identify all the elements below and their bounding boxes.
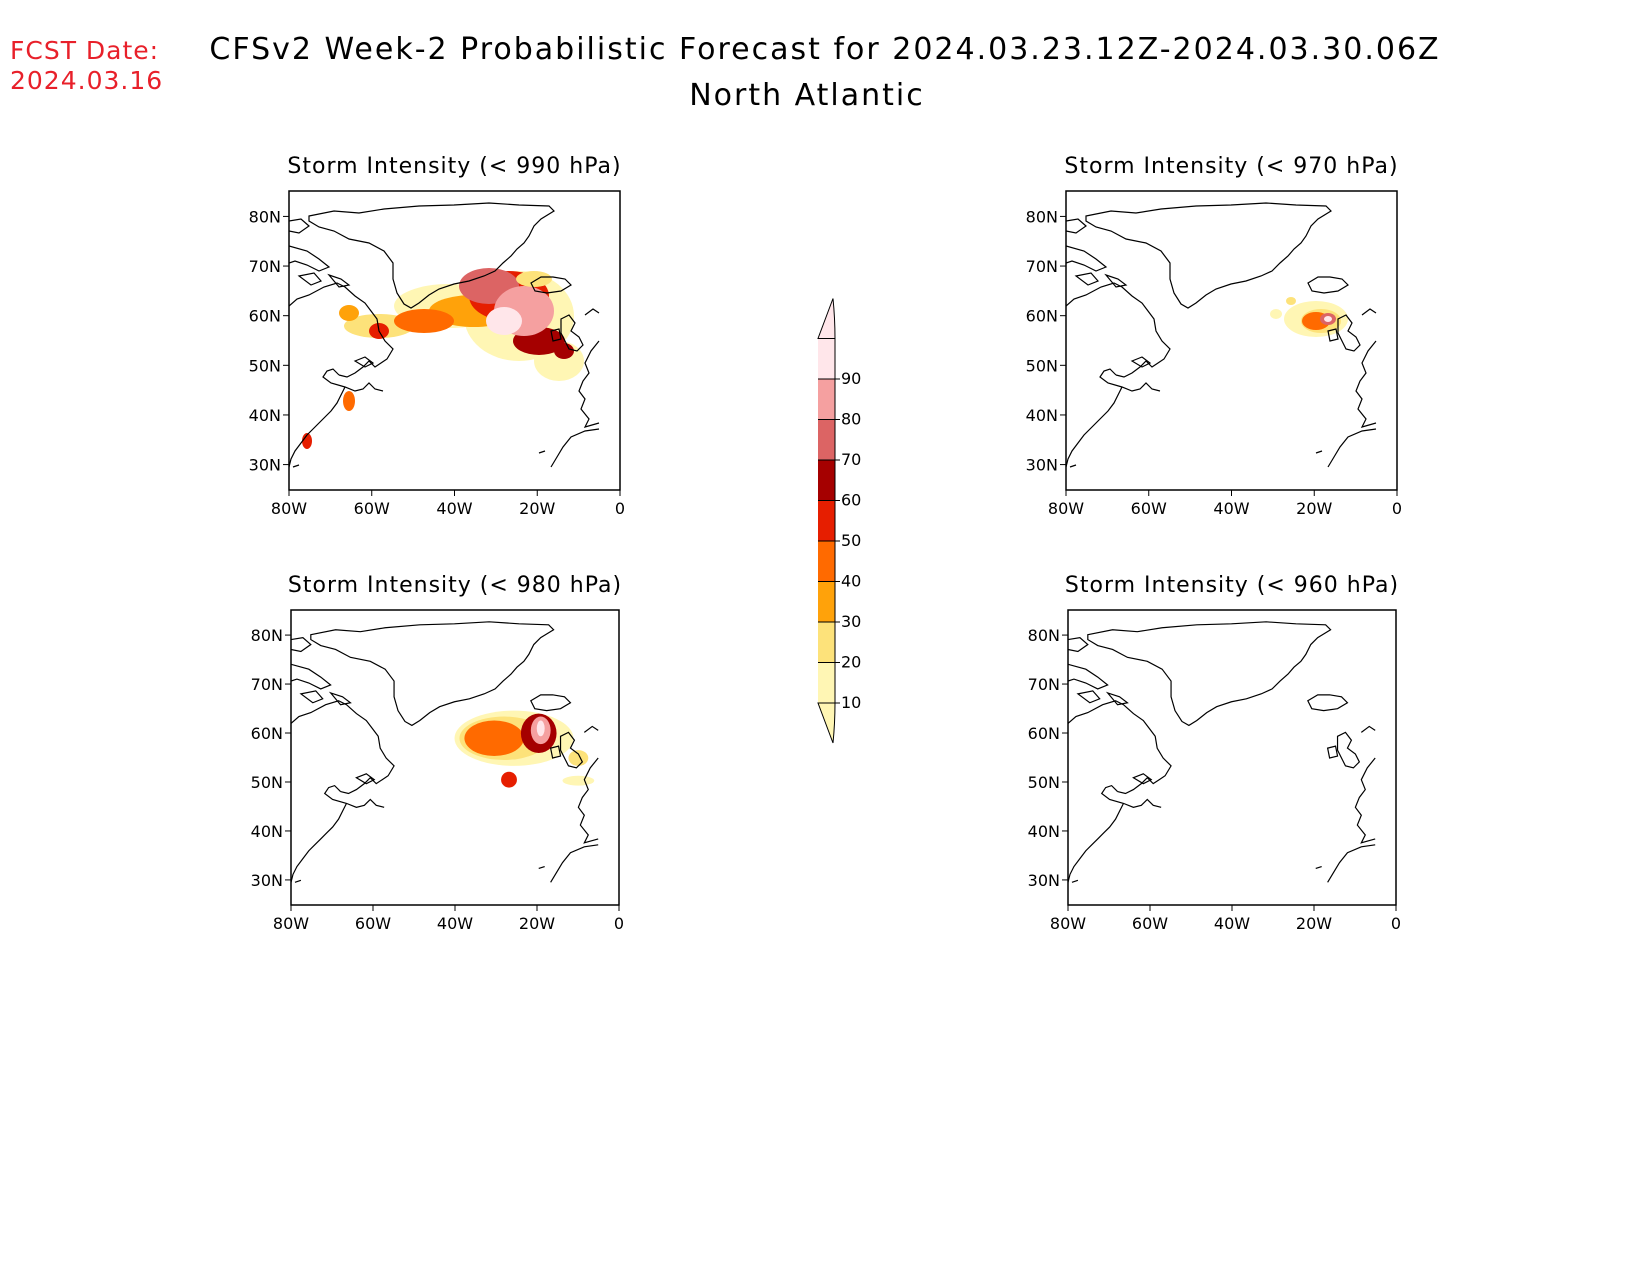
colorbar-label: 40 (841, 572, 861, 591)
map-panel-970: Storm Intensity (< 970 hPa) 80N 70N 60N 50N 4… (1026, 154, 1402, 518)
map-frame (288, 190, 621, 491)
lon-tick-label: 40W (436, 499, 472, 518)
lat-tick-label: 30N (1028, 871, 1060, 890)
lon-tick-label: 20W (519, 914, 555, 933)
lon-tick-label: 40W (1214, 914, 1250, 933)
page-subtitle: North Atlantic (689, 78, 925, 113)
colorbar-label: 10 (841, 693, 861, 712)
lon-tick-label: 60W (1131, 499, 1167, 518)
lat-tick-label: 50N (249, 356, 281, 375)
lat-tick-label: 40N (251, 822, 283, 841)
lon-tick-label: 80W (271, 499, 307, 518)
lat-tick-label: 50N (1028, 773, 1060, 792)
panel-title: Storm Intensity (< 990 hPa) (287, 154, 621, 179)
colorbar-label: 70 (841, 450, 861, 469)
colorbar-swatch (818, 541, 835, 582)
lat-tick-label: 80N (249, 207, 281, 226)
probability-contour (562, 775, 595, 786)
colorbar: 10 20 30 40 50 60 70 80 90 (817, 298, 861, 744)
lon-tick-label: 60W (1132, 914, 1168, 933)
colorbar-swatch (818, 581, 835, 622)
panel-title: Storm Intensity (< 980 hPa) (288, 573, 622, 598)
lat-tick-label: 80N (1028, 626, 1060, 645)
lat-tick-label: 50N (251, 773, 283, 792)
probability-contour (302, 433, 312, 449)
map-panel-980: Storm Intensity (< 980 hPa) 80N 70N 60N 50N 4… (251, 573, 624, 933)
lon-tick-label: 80W (1050, 914, 1086, 933)
lon-tick-label: 80W (273, 914, 309, 933)
lon-tick-label: 20W (1296, 499, 1332, 518)
lat-tick-label: 80N (1026, 207, 1058, 226)
lat-tick-label: 70N (249, 257, 281, 276)
lat-tick-label: 60N (1026, 307, 1058, 326)
probability-contour (501, 771, 517, 788)
probability-contour (394, 309, 454, 333)
lat-tick-label: 40N (1028, 822, 1060, 841)
lat-tick-label: 30N (251, 871, 283, 890)
colorbar-bottom-cap (817, 702, 836, 744)
lon-tick-label: 0 (614, 914, 624, 933)
probability-contour (343, 391, 355, 411)
colorbar-swatch (818, 662, 835, 703)
colorbar-swatch (818, 419, 835, 460)
forecast-date-block: FCST Date: 2024.03.16 (10, 36, 163, 96)
map-frame (1067, 609, 1397, 906)
colorbar-swatch (818, 500, 835, 541)
colorbar-label: 20 (841, 653, 861, 672)
probability-contour (1270, 309, 1282, 319)
lon-tick-label: 60W (354, 499, 390, 518)
probability-contour (339, 305, 359, 321)
lon-tick-label: 0 (1391, 914, 1401, 933)
probability-contour (1286, 297, 1296, 305)
colorbar-swatch (818, 460, 835, 501)
colorbar-swatch (818, 622, 835, 663)
probability-contour (568, 750, 589, 766)
lat-tick-label: 70N (1028, 675, 1060, 694)
probability-contour (1324, 316, 1332, 322)
lat-tick-label: 30N (249, 456, 281, 475)
lat-tick-label: 60N (249, 307, 281, 326)
lat-tick-label: 50N (1026, 356, 1058, 375)
map-panel-990: Storm Intensity (< 990 hPa) 80N 70N 60N 50N 4… (249, 154, 625, 518)
page-title: CFSv2 Week-2 Probabilistic Forecast for … (209, 32, 1441, 67)
colorbar-label: 90 (841, 369, 861, 388)
lat-tick-label: 40N (249, 406, 281, 425)
map-panel-960: Storm Intensity (< 960 hPa) 80N 70N 60N 50N 4… (1028, 573, 1401, 933)
lat-tick-label: 70N (251, 675, 283, 694)
lon-tick-label: 40W (1213, 499, 1249, 518)
probability-contour (536, 720, 545, 737)
lat-tick-label: 60N (1028, 724, 1060, 743)
probability-contour (486, 307, 522, 335)
lon-tick-label: 0 (1392, 499, 1402, 518)
colorbar-label: 80 (841, 410, 861, 429)
colorbar-label: 60 (841, 491, 861, 510)
colorbar-label: 30 (841, 612, 861, 631)
probability-contour (554, 343, 574, 359)
lon-tick-label: 20W (519, 499, 555, 518)
forecast-date-label: FCST Date: (10, 36, 160, 65)
lon-tick-label: 80W (1048, 499, 1084, 518)
lon-tick-label: 0 (615, 499, 625, 518)
map-frame (1065, 190, 1398, 491)
coastline (1068, 621, 1376, 883)
lat-tick-label: 80N (251, 626, 283, 645)
panel-title: Storm Intensity (< 970 hPa) (1064, 154, 1398, 179)
colorbar-swatch (818, 379, 835, 420)
panel-title: Storm Intensity (< 960 hPa) (1065, 573, 1399, 598)
colorbar-top-cap (817, 298, 836, 339)
lon-tick-label: 60W (355, 914, 391, 933)
colorbar-label: 50 (841, 531, 861, 550)
probability-contour (516, 271, 552, 287)
lat-tick-label: 30N (1026, 456, 1058, 475)
probability-contour (464, 720, 524, 757)
lat-tick-label: 60N (251, 724, 283, 743)
forecast-date-value: 2024.03.16 (10, 66, 164, 95)
lat-tick-label: 40N (1026, 406, 1058, 425)
lat-tick-label: 70N (1026, 257, 1058, 276)
lon-tick-label: 40W (437, 914, 473, 933)
colorbar-swatch (818, 338, 835, 379)
lon-tick-label: 20W (1296, 914, 1332, 933)
